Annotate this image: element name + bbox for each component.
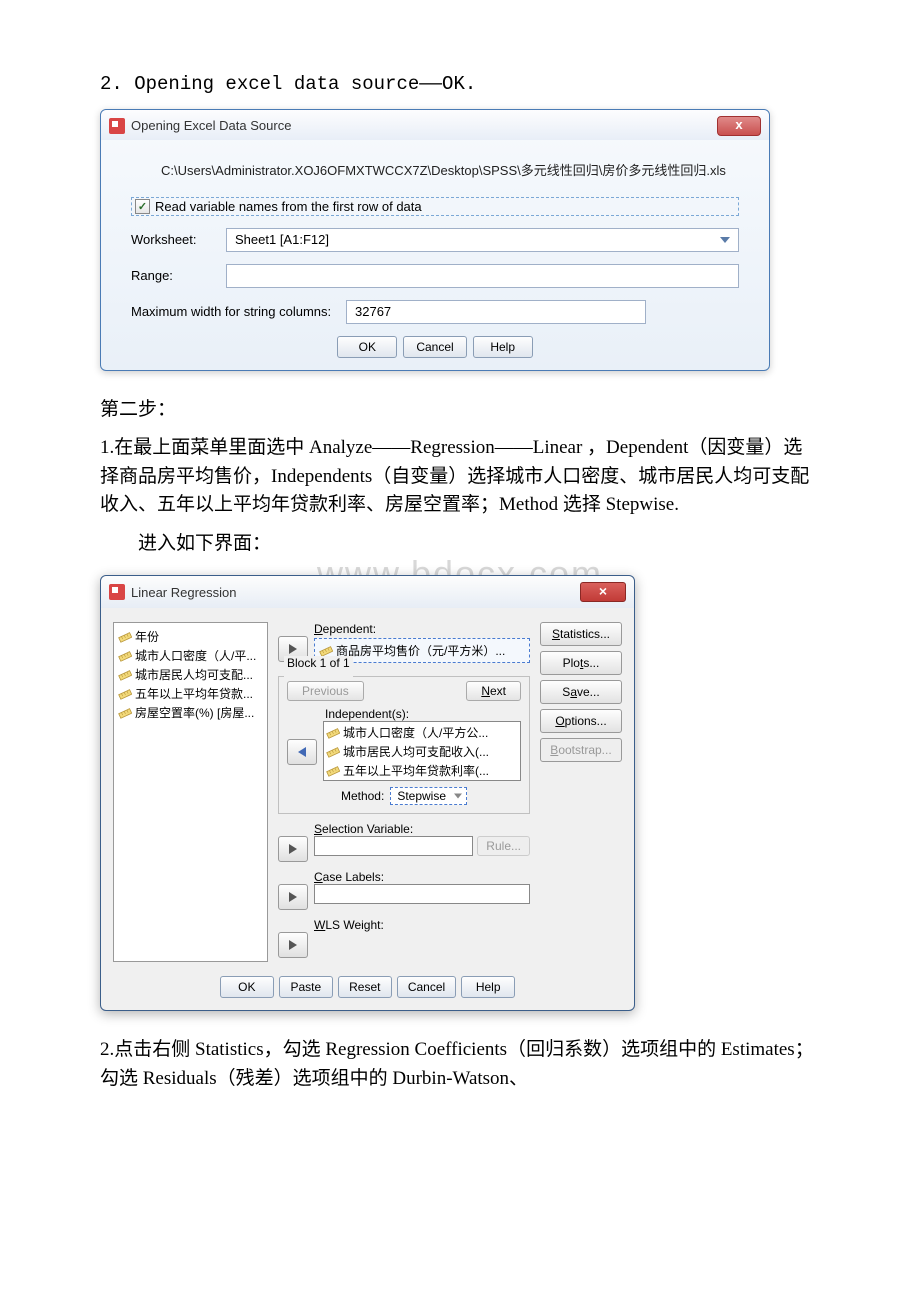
file-path: C:\Users\Administrator.XOJ6OFMXTWCCX7Z\D… [161,160,739,179]
worksheet-label: Worksheet: [131,232,226,247]
help-button[interactable]: Help [473,336,533,358]
center-column: Dependent: 商品房平均售价（元/平方米）... Block 1 of … [278,622,530,962]
caselabels-label: Case Labels: [314,870,384,884]
arrow-right-icon [289,844,297,854]
scale-icon [326,764,340,778]
indep-item: 五年以上平均年贷款利率(... [326,761,518,780]
independents-label: Independent(s): [325,707,521,721]
block-frame: Block 1 of 1 Previous Next Independent(s… [278,669,530,814]
linear-regression-dialog: Linear Regression × 年份 城市人口密度（人/平... 城市居… [100,575,635,1011]
scale-icon [118,687,132,701]
scale-icon [118,649,132,663]
options-button[interactable]: Options... [540,709,622,733]
bootstrap-button[interactable]: Bootstrap... [540,738,622,762]
maxwidth-label: Maximum width for string columns: [131,304,346,319]
dependent-label: Dependent: [314,622,530,636]
statistics-button[interactable]: Statistics... [540,622,622,646]
doc-step2-head: 第二步： [100,396,820,425]
caselabels-box[interactable] [314,884,530,904]
var-item: 年份 [118,627,263,646]
cancel-button[interactable]: Cancel [403,336,466,358]
checkbox-label: Read variable names from the first row o… [155,199,422,214]
reset-button[interactable]: Reset [338,976,392,998]
selvar-box[interactable] [314,836,473,856]
var-item: 五年以上平均年贷款... [118,684,263,703]
maxwidth-row: Maximum width for string columns: 32767 [131,300,739,324]
wls-label: WLS Weight: [314,918,384,932]
range-input[interactable] [226,264,739,288]
variable-list[interactable]: 年份 城市人口密度（人/平... 城市居民人均可支配... 五年以上平均年贷款.… [113,622,268,962]
doc-step2-2: 2.点击右侧 Statistics，勾选 Regression Coeffici… [100,1036,820,1093]
range-label: Range: [131,268,226,283]
method-dropdown[interactable]: Stepwise [390,787,467,805]
next-button[interactable]: Next [466,681,521,701]
opening-excel-dialog: Opening Excel Data Source x C:\Users\Adm… [100,109,770,371]
close-button[interactable]: x [717,116,761,136]
doc-step2-1: 1.在最上面菜单里面选中 Analyze——Regression——Linear… [100,434,820,520]
button-row: OK Cancel Help [131,336,739,358]
help-button[interactable]: Help [461,976,515,998]
block-legend: Block 1 of 1 [284,656,353,670]
var-item: 城市居民人均可支配... [118,665,263,684]
doc-step1: 2. Opening excel data source——OK. [100,70,820,99]
var-item: 房屋空置率(%) [房屋... [118,703,263,722]
cancel-button[interactable]: Cancel [397,976,456,998]
scale-icon [118,630,132,644]
arrow-right-icon [289,892,297,902]
worksheet-row: Worksheet: Sheet1 [A1:F12] [131,228,739,252]
method-label: Method: [341,789,384,803]
range-row: Range: [131,264,739,288]
scale-icon [118,668,132,682]
titlebar: Opening Excel Data Source x [101,110,769,140]
save-button[interactable]: Save... [540,680,622,704]
maxwidth-input[interactable]: 32767 [346,300,646,324]
previous-button[interactable]: Previous [287,681,364,701]
plots-button[interactable]: Plots... [540,651,622,675]
bottom-buttons: OK Paste Reset Cancel Help [101,970,634,1010]
titlebar: Linear Regression × [101,576,634,608]
independents-list[interactable]: 城市人口密度（人/平方公... 城市居民人均可支配收入(... 五年以上平均年贷… [323,721,521,781]
move-caselabels-button[interactable] [278,884,308,910]
arrow-right-icon [289,940,297,950]
rule-button[interactable]: Rule... [477,836,530,856]
worksheet-dropdown[interactable]: Sheet1 [A1:F12] [226,228,739,252]
move-selvar-button[interactable] [278,836,308,862]
ok-button[interactable]: OK [337,336,397,358]
indep-item: 城市人口密度（人/平方公... [326,723,518,742]
close-button[interactable]: × [580,582,626,602]
paste-button[interactable]: Paste [279,976,333,998]
dialog-title: Opening Excel Data Source [131,118,291,133]
ok-button[interactable]: OK [220,976,274,998]
arrow-left-icon [298,747,306,757]
indep-item: 城市居民人均可支配收入(... [326,742,518,761]
app-icon [109,584,125,600]
app-icon [109,118,125,134]
checkbox-icon: ✓ [135,199,150,214]
scale-icon [118,706,132,720]
arrow-right-icon [289,644,297,654]
selvar-label: Selection Variable: [314,822,413,836]
right-buttons: Statistics... Plots... Save... Options..… [540,622,622,962]
scale-icon [326,726,340,740]
read-varnames-checkbox[interactable]: ✓ Read variable names from the first row… [131,197,739,216]
move-independent-button[interactable] [287,739,317,765]
scale-icon [326,745,340,759]
move-wls-button[interactable] [278,932,308,958]
var-item: 城市人口密度（人/平... [118,646,263,665]
dialog-title: Linear Regression [131,585,237,600]
